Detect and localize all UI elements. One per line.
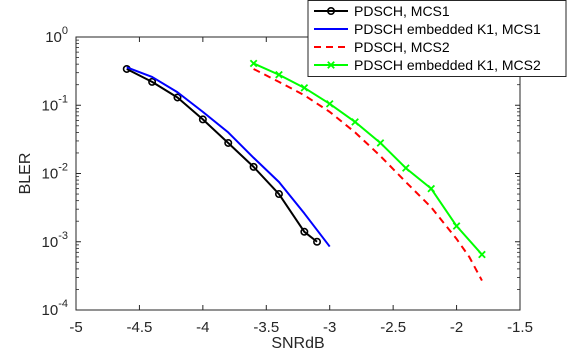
series-1	[122, 64, 322, 246]
data-point	[249, 59, 258, 68]
data-point	[313, 237, 322, 246]
series-line	[126, 68, 318, 243]
y-tick-label-base: 10	[42, 234, 59, 251]
plot-area	[76, 37, 520, 310]
x-tick-label: -3.5	[253, 319, 279, 336]
legend-item: PDSCH embedded K1, MCS1	[314, 21, 541, 37]
x-marker-stroke	[249, 59, 258, 68]
legend: PDSCH, MCS1 PDSCH embedded K1, MCS1 PDSCH,…	[307, 0, 567, 77]
data-point	[198, 115, 207, 124]
y-tick-label-exponent: -1	[58, 93, 68, 105]
y-tick-label-exponent: -3	[58, 230, 68, 242]
data-point	[427, 184, 436, 193]
legend-item: PDSCH, MCS2	[314, 39, 450, 55]
data-point	[452, 222, 461, 230]
x-marker-stroke	[427, 184, 436, 193]
y-tick-label: 10-2	[42, 162, 68, 183]
x-marker-stroke	[327, 61, 335, 69]
legend-box	[307, 0, 567, 77]
x-marker-stroke	[452, 222, 461, 230]
legend-label: PDSCH embedded K1, MCS2	[354, 57, 541, 73]
y-tick-label-base: 10	[45, 29, 62, 46]
series-line	[126, 66, 331, 248]
data-point	[351, 118, 359, 126]
series-line	[253, 62, 483, 256]
x-marker-stroke	[300, 83, 309, 92]
plot-background	[76, 37, 520, 310]
x-marker-stroke	[401, 164, 410, 172]
x-tick-label: -3	[323, 319, 336, 336]
series-2	[126, 66, 331, 248]
data-point	[275, 70, 283, 79]
legend-item: PDSCH embedded K1, MCS2	[314, 57, 541, 73]
data-point	[401, 164, 410, 172]
data-point	[376, 139, 385, 147]
legend-marker	[326, 7, 335, 16]
data-point	[274, 190, 283, 199]
data-point	[300, 227, 309, 236]
y-tick-label: 100	[45, 25, 68, 46]
y-tick-label-base: 10	[42, 97, 59, 114]
series-4	[249, 59, 486, 259]
y-tick-label-exponent: 0	[62, 25, 68, 37]
x-tick-label: -1.5	[507, 319, 533, 336]
x-tick-label: -5	[69, 319, 82, 336]
data-point	[148, 77, 157, 86]
x-marker-stroke	[275, 70, 283, 79]
legend-label: PDSCH embedded K1, MCS1	[354, 21, 541, 37]
y-axis-title: BLER	[17, 153, 34, 195]
x-marker-stroke	[325, 99, 334, 108]
y-tick-label-exponent: -4	[58, 298, 68, 310]
legend-label: PDSCH, MCS2	[354, 39, 450, 55]
legend-item: PDSCH, MCS1	[314, 3, 450, 19]
x-marker-stroke	[351, 118, 359, 126]
data-point	[300, 83, 309, 92]
x-axis-title: SNRdB	[271, 335, 324, 352]
data-point	[224, 138, 233, 147]
y-tick-label: 10-1	[42, 93, 68, 114]
y-tick-label-base: 10	[42, 166, 59, 183]
series-layer	[122, 59, 486, 282]
legend-label: PDSCH, MCS1	[354, 3, 450, 19]
x-marker-stroke	[376, 139, 385, 147]
data-point	[173, 93, 182, 102]
y-tick-label: 10-3	[42, 230, 68, 251]
x-marker-stroke	[478, 250, 486, 259]
data-point	[478, 250, 486, 259]
y-tick-label: 10-4	[42, 298, 68, 319]
x-tick-label: -2	[450, 319, 463, 336]
x-tick-label: -4.5	[126, 319, 152, 336]
x-tick-label: -2.5	[380, 319, 406, 336]
x-tick-label: -4	[196, 319, 209, 336]
y-tick-label-base: 10	[42, 302, 59, 319]
data-point	[249, 162, 258, 171]
legend-marker	[327, 61, 335, 69]
data-point	[325, 99, 334, 108]
y-tick-label-exponent: -2	[58, 162, 68, 174]
